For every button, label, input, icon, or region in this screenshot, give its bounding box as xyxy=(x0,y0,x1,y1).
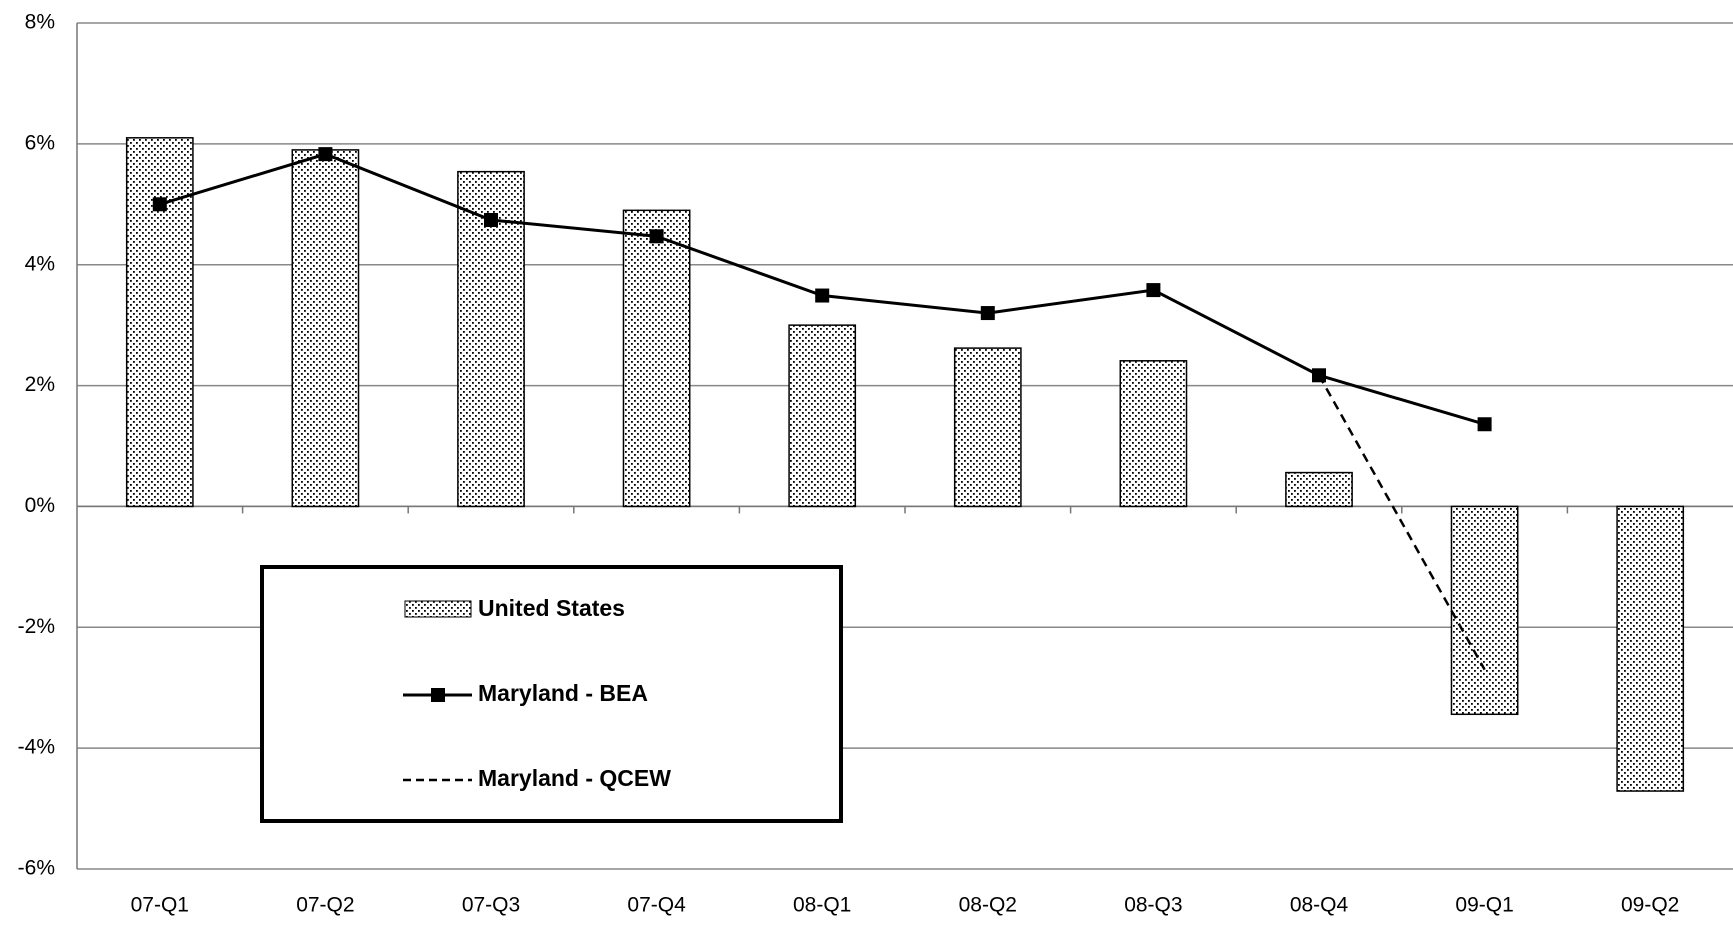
marker xyxy=(649,229,664,244)
bar xyxy=(1119,360,1188,508)
x-tick-label: 07-Q1 xyxy=(131,894,189,917)
legend-box xyxy=(260,565,843,823)
marker xyxy=(1146,283,1161,298)
bar xyxy=(457,170,525,508)
legend: United States Maryland - BEA Maryland - … xyxy=(260,565,843,823)
marker xyxy=(980,306,995,321)
bar xyxy=(291,149,360,508)
bar xyxy=(1450,505,1519,716)
x-tick-label: 07-Q4 xyxy=(627,894,686,917)
legend-swatch xyxy=(431,688,445,702)
x-tick-label: 08-Q3 xyxy=(1124,894,1182,917)
line xyxy=(1317,374,1486,671)
x-tick-label: 07-Q3 xyxy=(462,894,520,917)
bar xyxy=(788,324,857,508)
y-tick-label: 2% xyxy=(25,373,55,396)
y-tick-label: 8% xyxy=(25,11,55,34)
y-tick-label: -6% xyxy=(18,857,55,880)
marker xyxy=(318,147,333,162)
x-tick-label: 09-Q2 xyxy=(1621,894,1679,917)
legend-label: United States xyxy=(478,595,625,621)
marker xyxy=(152,197,167,212)
legend-label: Maryland - QCEW xyxy=(478,765,671,791)
y-tick-label: 0% xyxy=(25,494,55,517)
x-tick-label: 08-Q2 xyxy=(959,894,1017,917)
y-tick-label: -2% xyxy=(18,615,55,638)
marker xyxy=(1477,417,1492,432)
marker xyxy=(815,288,830,303)
y-tick-label: 4% xyxy=(25,252,55,275)
x-tick-label: 07-Q2 xyxy=(296,894,354,917)
bar xyxy=(953,347,1022,508)
bar xyxy=(1616,505,1685,792)
marker xyxy=(484,212,498,227)
legend-label: Maryland - BEA xyxy=(478,680,648,706)
y-tick-label: 6% xyxy=(25,131,55,154)
x-tick-label: 09-Q1 xyxy=(1455,894,1513,917)
x-tick-label: 08-Q4 xyxy=(1290,894,1349,917)
y-tick-label: -4% xyxy=(18,736,55,759)
legend-swatch xyxy=(404,600,472,618)
x-tick-label: 08-Q1 xyxy=(793,894,851,917)
bar xyxy=(1285,471,1353,508)
bar xyxy=(622,209,691,508)
bar xyxy=(125,137,194,508)
